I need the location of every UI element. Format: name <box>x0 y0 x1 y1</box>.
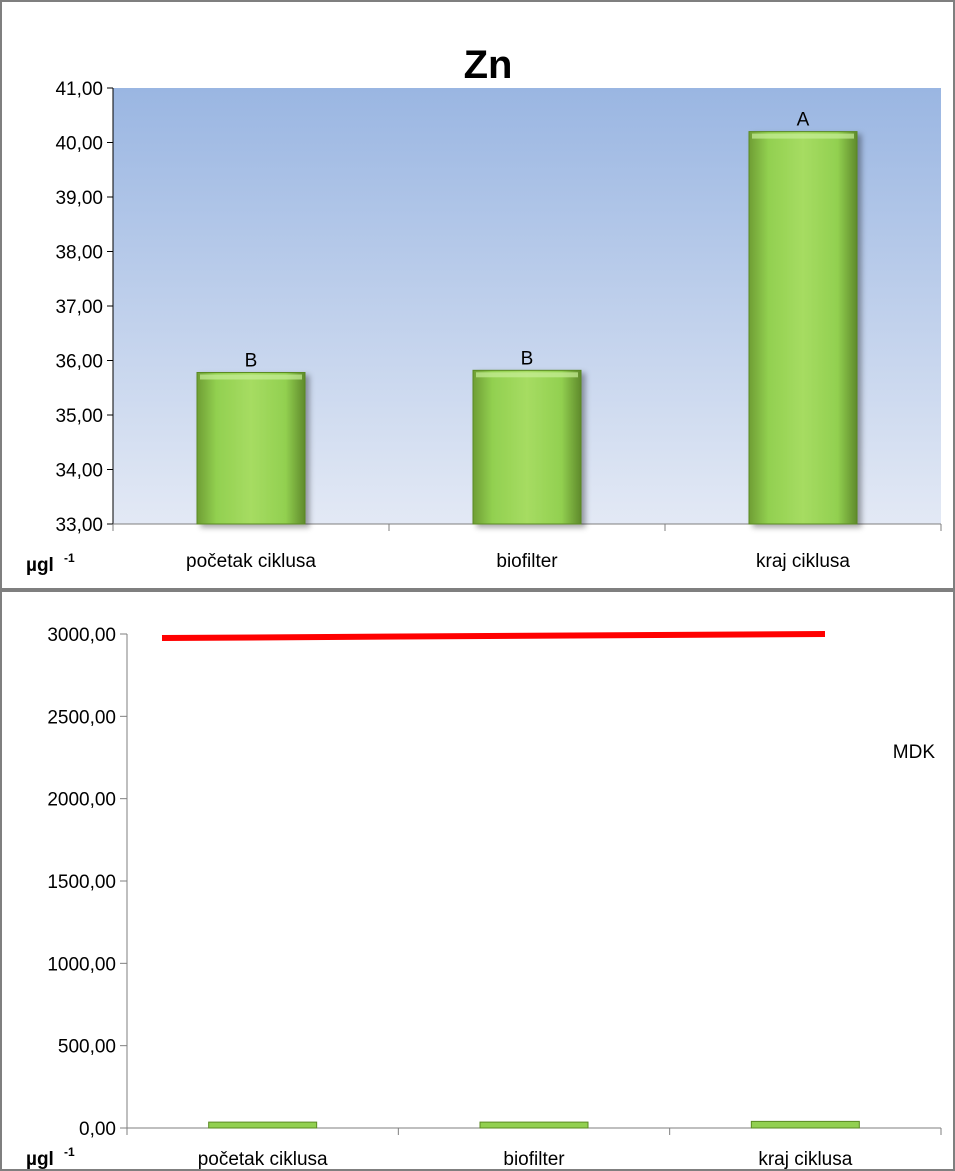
significance-letter: B <box>521 348 534 369</box>
y-tick-label: 38,00 <box>55 243 103 264</box>
y-tick-label: 1500,00 <box>47 872 116 893</box>
x-category-label: početak ciklusa <box>186 551 316 572</box>
bar <box>479 1121 589 1129</box>
x-category-label: kraj ciklusa <box>756 551 850 572</box>
unit-superscript: -1 <box>64 1145 75 1159</box>
zn-mdk-chart: 0,00 500,00 1000,00 1500,00 2000,00 2500,00 30… <box>0 590 955 1171</box>
bar <box>472 369 582 525</box>
significance-letter: B <box>245 350 258 371</box>
bar <box>748 131 858 525</box>
zn-mdk-chart-panel: 0,00 500,00 1000,00 1500,00 2000,00 2500,00 30… <box>0 590 955 1171</box>
bar-highlight <box>200 374 302 380</box>
mdk-label: MDK <box>893 742 936 763</box>
y-tick-label: 33,00 <box>55 515 103 536</box>
bar <box>750 1120 860 1129</box>
y-tick-label: 3000,00 <box>47 625 116 646</box>
x-category-label: biofilter <box>496 551 558 572</box>
bar-highlight <box>752 133 854 139</box>
mdk-reference-line <box>161 631 826 641</box>
significance-letter: A <box>797 110 810 131</box>
unit-label: µgl <box>26 555 54 576</box>
y-tick-label: 500,00 <box>58 1037 116 1058</box>
y-tick-label: 41,00 <box>55 79 103 100</box>
x-category-label: biofilter <box>503 1149 565 1170</box>
y-tick-label: 40,00 <box>55 134 103 155</box>
x-category-label: početak ciklusa <box>198 1149 328 1170</box>
bar <box>208 1121 318 1129</box>
y-tick-label: 2500,00 <box>47 707 116 728</box>
bar <box>196 371 306 525</box>
chart-border <box>0 590 955 1171</box>
y-tick-label: 34,00 <box>55 461 103 482</box>
y-tick-label: 36,00 <box>55 352 103 373</box>
y-tick-label: 0,00 <box>79 1119 116 1140</box>
unit-label: µgl <box>26 1149 54 1170</box>
y-tick-label: 39,00 <box>55 188 103 209</box>
y-tick-label: 37,00 <box>55 297 103 318</box>
x-category-label: kraj ciklusa <box>758 1149 852 1170</box>
unit-superscript: -1 <box>64 551 75 565</box>
chart-title: Zn <box>464 43 513 87</box>
bar-highlight <box>476 372 578 378</box>
zn-bar-chart: Zn 33,00 34,00 35,00 36,00 37,00 38,00 39,00 40,… <box>0 0 955 590</box>
y-tick-label: 35,00 <box>55 406 103 427</box>
zn-bar-chart-panel: Zn 33,00 34,00 35,00 36,00 37,00 38,00 39,00 40,… <box>0 0 955 590</box>
y-tick-label: 1000,00 <box>47 954 116 975</box>
y-tick-label: 2000,00 <box>47 790 116 811</box>
